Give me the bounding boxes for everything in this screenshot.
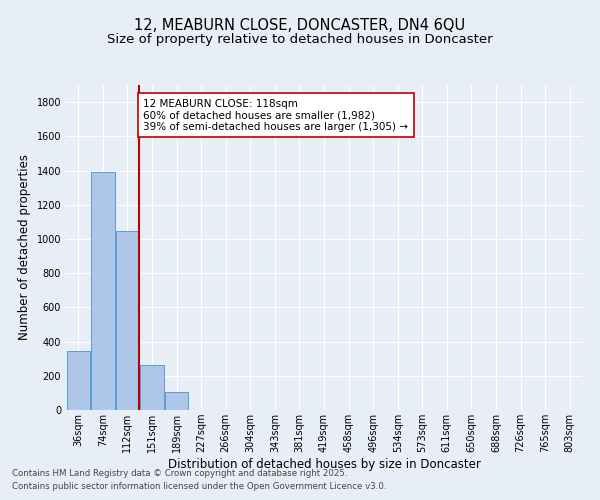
X-axis label: Distribution of detached houses by size in Doncaster: Distribution of detached houses by size …: [167, 458, 481, 471]
Bar: [116, 231, 139, 410]
Text: 12, MEABURN CLOSE, DONCASTER, DN4 6QU: 12, MEABURN CLOSE, DONCASTER, DN4 6QU: [134, 18, 466, 32]
Text: Contains public sector information licensed under the Open Government Licence v3: Contains public sector information licen…: [12, 482, 386, 491]
Y-axis label: Number of detached properties: Number of detached properties: [18, 154, 31, 340]
Bar: [91, 172, 115, 410]
Text: Size of property relative to detached houses in Doncaster: Size of property relative to detached ho…: [107, 32, 493, 46]
Text: 12 MEABURN CLOSE: 118sqm
60% of detached houses are smaller (1,982)
39% of semi-: 12 MEABURN CLOSE: 118sqm 60% of detached…: [143, 98, 409, 132]
Text: Contains HM Land Registry data © Crown copyright and database right 2025.: Contains HM Land Registry data © Crown c…: [12, 468, 347, 477]
Bar: [165, 392, 188, 410]
Bar: [67, 351, 90, 410]
Bar: [140, 364, 164, 410]
